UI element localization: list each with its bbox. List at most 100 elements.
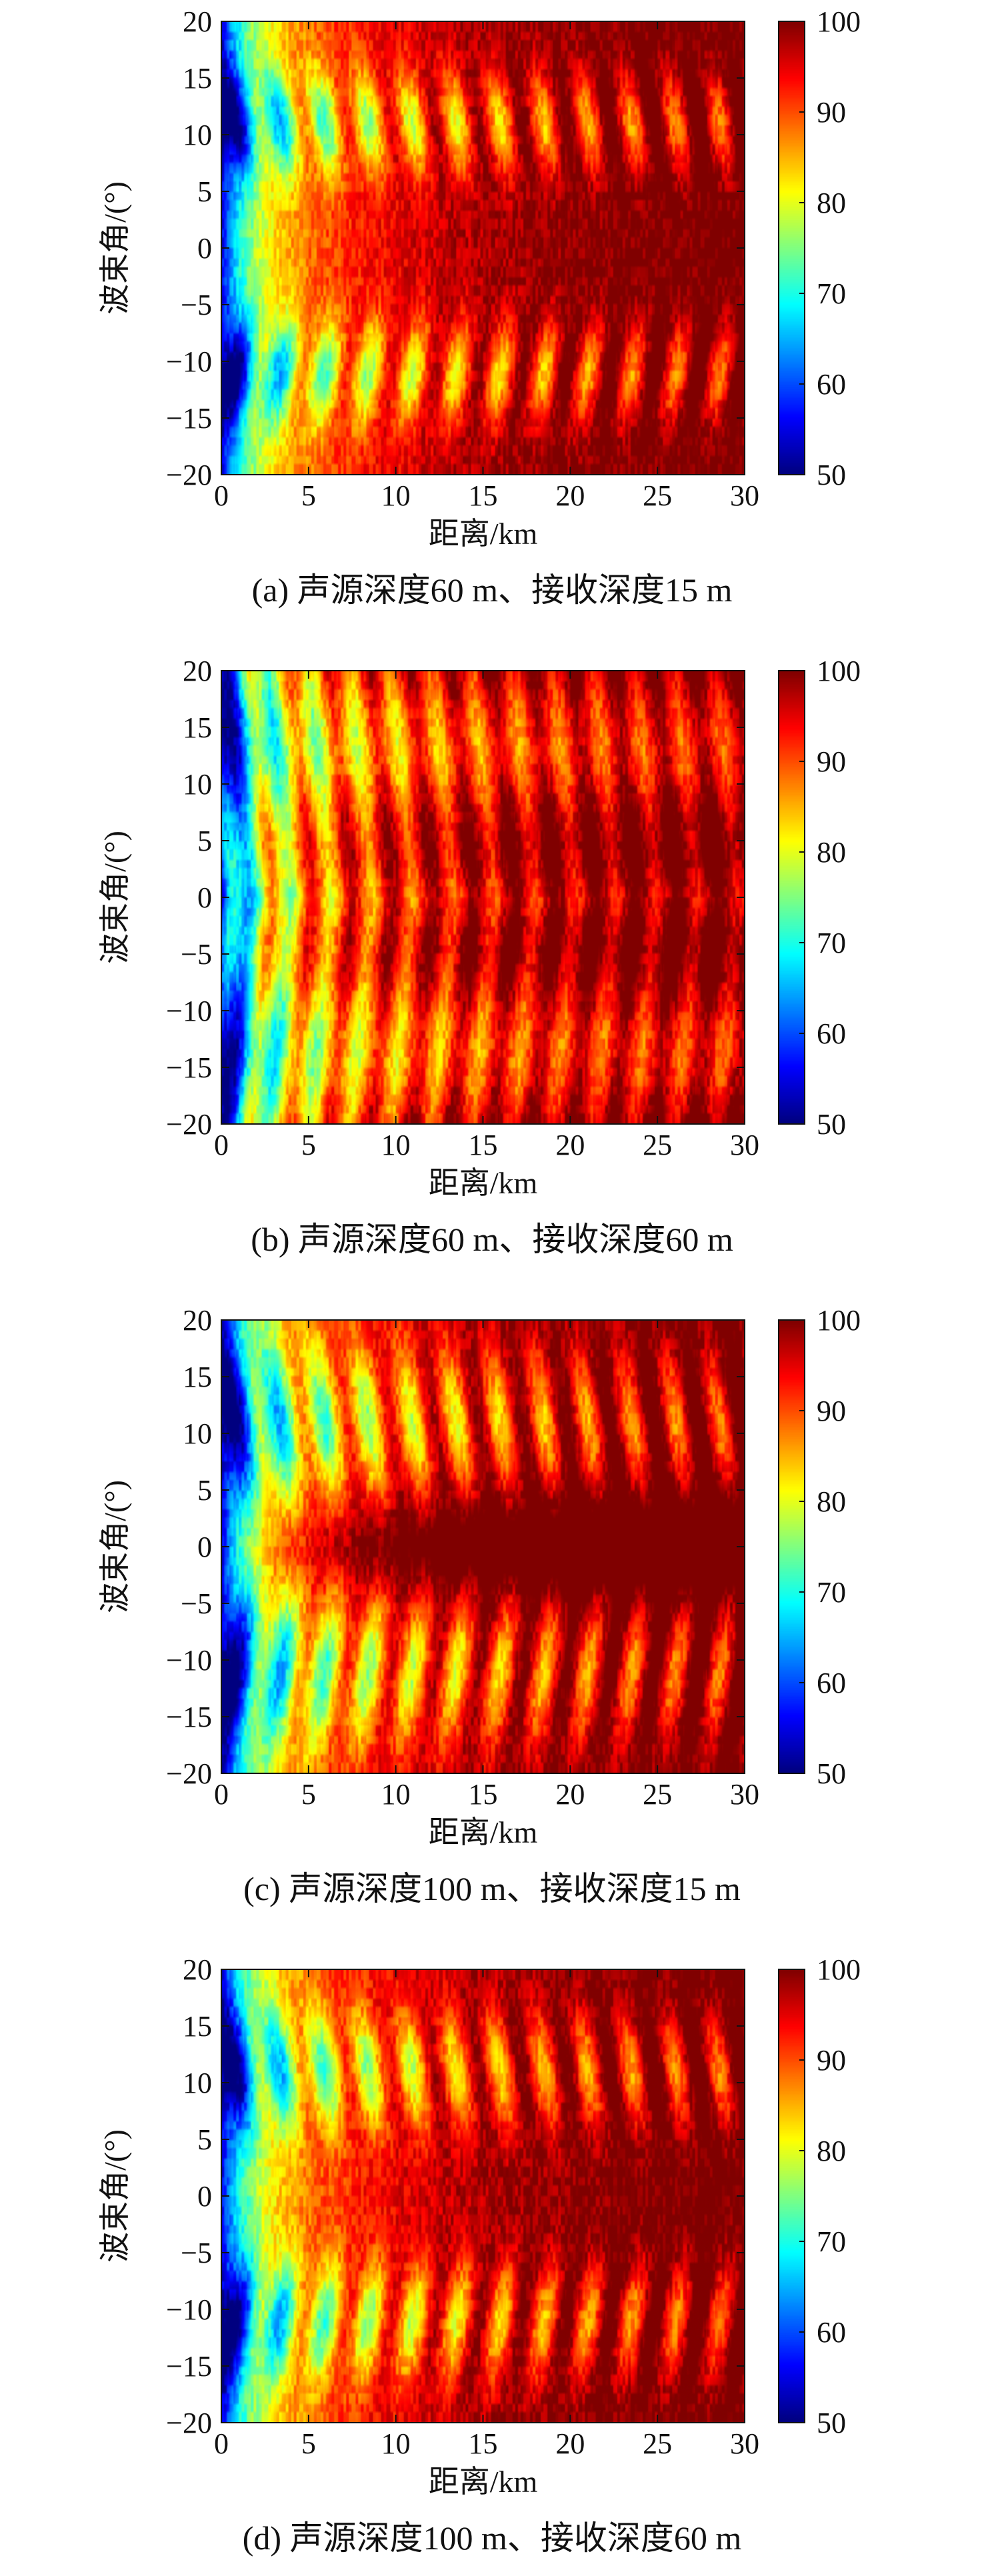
x-tick-label: 10 [381, 2427, 411, 2460]
y-axis-label: 波束角/(°) [98, 2129, 132, 2263]
panel-b: 0 5 10 15 20 25 3020151050−5−10−15−20距离/km波束角/… [98, 655, 861, 1258]
x-tick-label: 0 [214, 2427, 229, 2460]
x-tick-label: 5 [301, 1778, 316, 1811]
colorbar-tick-label: 50 [817, 1757, 846, 1790]
x-tick-label: 30 [730, 1129, 759, 1161]
colorbar-frame [778, 1319, 805, 1774]
x-tick-label: 30 [730, 2427, 759, 2460]
y-tick-label: −5 [181, 2237, 212, 2269]
y-tick-label: 20 [183, 1304, 212, 1337]
y-tick-label: 20 [183, 655, 212, 687]
colorbar-tick-label: 70 [817, 1576, 846, 1609]
colorbar-tick-label: 60 [817, 368, 846, 401]
panel-c: 0 5 10 15 20 25 3020151050−5−10−15−20距离/km波束角/… [98, 1304, 861, 1907]
y-tick-label: −10 [166, 995, 212, 1027]
y-tick-label: 10 [183, 768, 212, 801]
y-tick-label: 5 [197, 825, 212, 857]
x-tick-label: 15 [469, 1129, 498, 1161]
y-tick-label: 5 [197, 1474, 212, 1507]
colorbar-tick-label: 90 [817, 96, 846, 129]
colorbar-frame [778, 1969, 805, 2423]
colorbar-tick-label: 80 [817, 836, 846, 869]
colorbar-tick-label: 80 [817, 187, 846, 219]
x-tick-label: 20 [555, 1778, 585, 1811]
colorbar [779, 1969, 805, 2423]
panel-d: 0 5 10 15 20 25 3020151050−5−10−15−20距离/km波束角/… [98, 1953, 861, 2557]
colorbar [779, 671, 805, 1124]
y-tick-label: 15 [183, 62, 212, 95]
x-tick-label: 10 [381, 479, 411, 512]
x-tick-label: 25 [643, 2427, 672, 2460]
y-axis-label: 波束角/(°) [98, 831, 132, 964]
y-tick-label: −20 [166, 1757, 212, 1790]
y-tick-label: 15 [183, 1361, 212, 1393]
y-tick-label: −10 [166, 345, 212, 378]
y-axis-label: 波束角/(°) [98, 181, 132, 315]
x-axis-label: 距离/km [429, 2465, 538, 2499]
y-tick-label: −5 [181, 938, 212, 971]
x-tick-label: 0 [214, 479, 229, 512]
y-tick-label: −5 [181, 289, 212, 321]
colorbar-tick-label: 50 [817, 459, 846, 491]
x-tick-label: 30 [730, 479, 759, 512]
colorbar-tick-label: 90 [817, 745, 846, 778]
colorbar-tick-label: 70 [817, 277, 846, 310]
colorbar-tick-label: 80 [817, 1485, 846, 1518]
colorbar-frame [778, 670, 805, 1125]
x-tick-label: 15 [469, 479, 498, 512]
x-axis-label: 距离/km [429, 1166, 538, 1200]
panel-caption: (a) 声源深度60 m、接收深度15 m [252, 571, 733, 609]
colorbar [779, 21, 805, 475]
y-tick-label: 5 [197, 2123, 212, 2156]
x-tick-label: 10 [381, 1778, 411, 1811]
panel-caption: (b) 声源深度60 m、接收深度60 m [251, 1221, 733, 1258]
y-tick-label: 10 [183, 1417, 212, 1450]
x-tick-label: 20 [555, 2427, 585, 2460]
y-tick-label: 15 [183, 711, 212, 744]
x-tick-label: 5 [301, 2427, 316, 2460]
y-tick-label: −15 [166, 1051, 212, 1084]
y-tick-label: 0 [197, 232, 212, 265]
colorbar-tick-label: 70 [817, 2225, 846, 2258]
colorbar-tick-label: 100 [817, 655, 861, 687]
panel-caption: (c) 声源深度100 m、接收深度15 m [243, 1870, 741, 1907]
y-tick-label: −15 [166, 2350, 212, 2383]
y-tick-label: −15 [166, 402, 212, 435]
y-tick-label: −10 [166, 1644, 212, 1677]
colorbar-tick-label: 90 [817, 1395, 846, 1427]
colorbar-tick-label: 50 [817, 1108, 846, 1141]
x-tick-label: 0 [214, 1778, 229, 1811]
heatmap-image [221, 671, 745, 1124]
colorbar-frame [778, 21, 805, 475]
x-tick-label: 5 [301, 479, 316, 512]
x-tick-label: 5 [301, 1129, 316, 1161]
colorbar-tick-label: 100 [817, 5, 861, 38]
y-tick-label: 0 [197, 2180, 212, 2213]
colorbar-tick-label: 50 [817, 2407, 846, 2439]
panel-caption: (d) 声源深度100 m、接收深度60 m [243, 2519, 742, 2557]
y-tick-label: 10 [183, 2067, 212, 2099]
x-tick-label: 20 [555, 1129, 585, 1161]
colorbar [779, 1320, 805, 1773]
y-tick-label: −5 [181, 1587, 212, 1620]
y-tick-label: −20 [166, 459, 212, 491]
colorbar-tick-label: 90 [817, 2044, 846, 2077]
heatmap-image [221, 1969, 745, 2423]
y-tick-label: 20 [183, 5, 212, 38]
x-tick-label: 20 [555, 479, 585, 512]
heatmap-image [221, 21, 745, 475]
colorbar-tick-label: 60 [817, 1667, 846, 1699]
y-tick-label: 20 [183, 1953, 212, 1986]
x-tick-label: 25 [643, 1129, 672, 1161]
colorbar-tick-label: 80 [817, 2135, 846, 2167]
x-tick-label: 25 [643, 1778, 672, 1811]
y-tick-label: 0 [197, 881, 212, 914]
y-tick-label: −20 [166, 2407, 212, 2439]
y-tick-label: 0 [197, 1531, 212, 1563]
y-tick-label: 5 [197, 175, 212, 208]
heatmap-image [221, 1320, 745, 1773]
x-tick-label: 10 [381, 1129, 411, 1161]
y-tick-label: −15 [166, 1701, 212, 1733]
colorbar-tick-label: 100 [817, 1953, 861, 1986]
